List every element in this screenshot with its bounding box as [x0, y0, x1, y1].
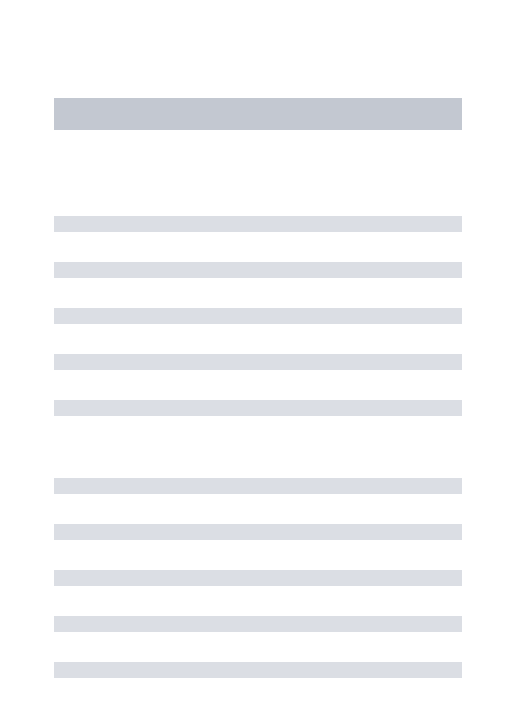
skeleton-line	[54, 354, 462, 370]
skeleton-line	[54, 478, 462, 494]
skeleton-line	[54, 400, 462, 416]
skeleton-container	[0, 0, 516, 678]
skeleton-line	[54, 216, 462, 232]
skeleton-line	[54, 570, 462, 586]
skeleton-line	[54, 524, 462, 540]
skeleton-line	[54, 616, 462, 632]
skeleton-line	[54, 662, 462, 678]
skeleton-line	[54, 262, 462, 278]
skeleton-line-group-2	[54, 478, 462, 678]
skeleton-header-bar	[54, 98, 462, 130]
skeleton-line-group-1	[54, 216, 462, 416]
skeleton-line	[54, 308, 462, 324]
